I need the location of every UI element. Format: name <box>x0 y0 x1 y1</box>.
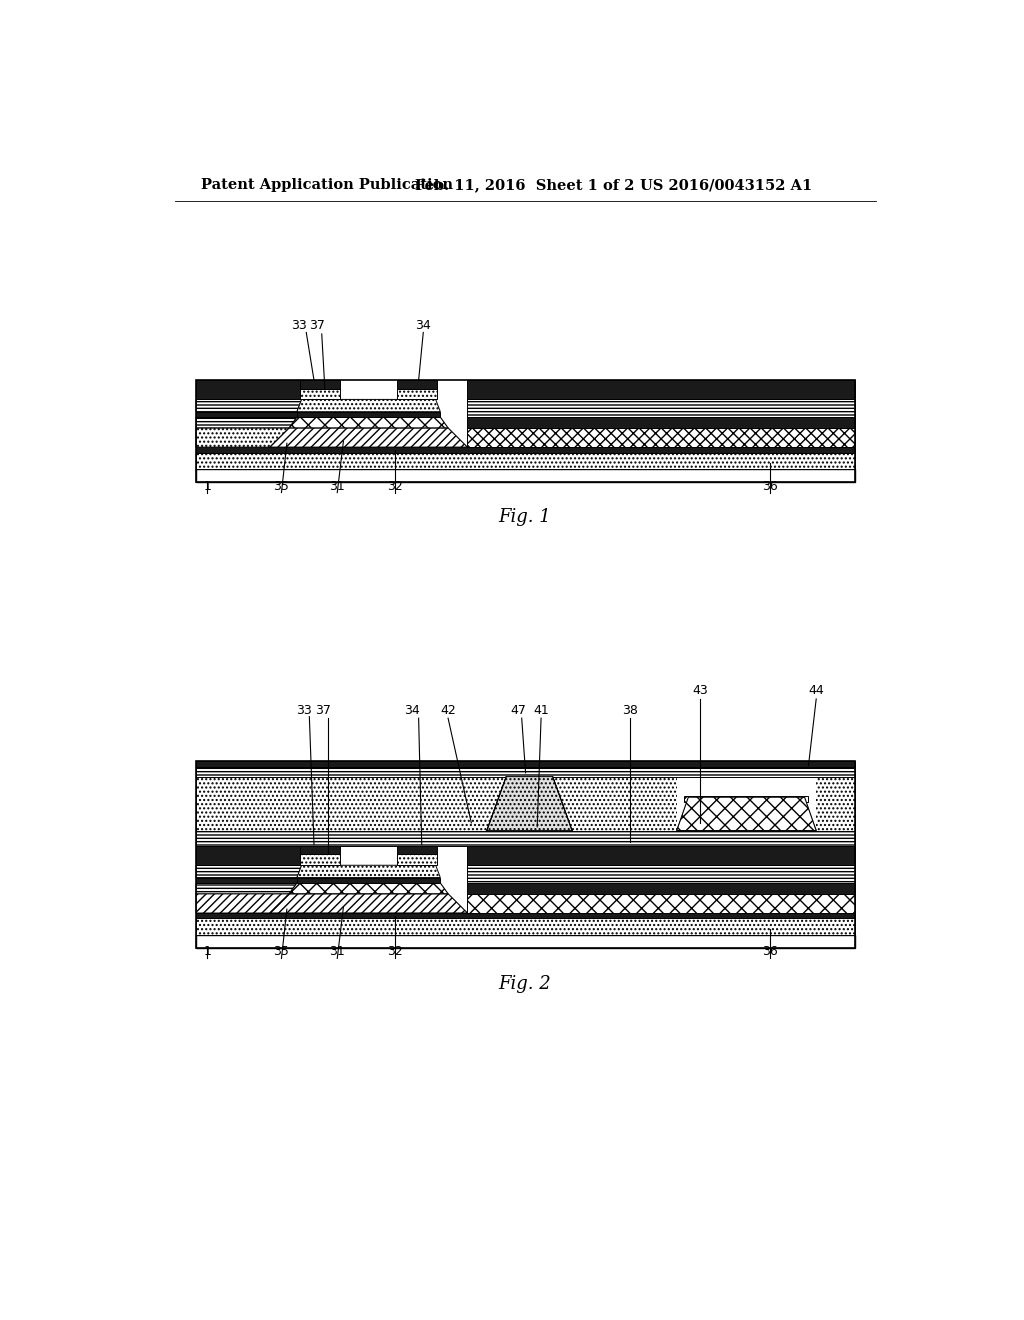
Polygon shape <box>289 417 449 428</box>
Polygon shape <box>467 428 855 447</box>
Polygon shape <box>297 400 440 412</box>
Polygon shape <box>197 883 297 894</box>
Text: 34: 34 <box>404 704 420 717</box>
Bar <box>300 846 340 854</box>
Text: Patent Application Publication: Patent Application Publication <box>201 178 453 193</box>
Polygon shape <box>197 428 289 447</box>
Text: 43: 43 <box>692 684 708 697</box>
Text: 1: 1 <box>204 945 212 958</box>
Text: 42: 42 <box>440 704 456 717</box>
Text: 35: 35 <box>273 945 290 958</box>
Text: 33: 33 <box>291 319 306 333</box>
Bar <box>197 776 855 830</box>
Polygon shape <box>467 866 855 883</box>
Text: 44: 44 <box>808 684 824 697</box>
Polygon shape <box>289 883 449 894</box>
Polygon shape <box>467 883 855 894</box>
Text: 38: 38 <box>623 704 638 717</box>
Text: Fig. 1: Fig. 1 <box>499 508 551 525</box>
Text: 37: 37 <box>315 704 331 717</box>
Polygon shape <box>467 846 855 866</box>
Polygon shape <box>197 417 297 428</box>
Polygon shape <box>270 894 467 913</box>
Bar <box>397 388 437 400</box>
Polygon shape <box>297 878 440 883</box>
Bar <box>197 913 855 919</box>
Bar <box>300 388 340 400</box>
Bar <box>197 447 855 453</box>
Polygon shape <box>467 417 855 428</box>
Text: 37: 37 <box>309 319 325 333</box>
Polygon shape <box>677 797 816 830</box>
Text: 31: 31 <box>330 945 345 958</box>
Text: 31: 31 <box>330 479 345 492</box>
Polygon shape <box>197 400 302 412</box>
Bar <box>197 762 855 767</box>
Text: 34: 34 <box>416 319 431 333</box>
Polygon shape <box>467 380 855 400</box>
Bar <box>684 796 809 803</box>
Polygon shape <box>197 866 302 878</box>
Text: 32: 32 <box>387 479 403 492</box>
Polygon shape <box>197 380 302 400</box>
Polygon shape <box>467 894 855 913</box>
Polygon shape <box>197 878 297 883</box>
Bar <box>397 846 437 854</box>
Polygon shape <box>677 776 816 830</box>
Polygon shape <box>297 866 440 878</box>
Bar <box>197 767 855 776</box>
Text: 41: 41 <box>534 704 549 717</box>
Bar <box>197 470 855 482</box>
Text: 32: 32 <box>387 945 403 958</box>
Polygon shape <box>197 428 289 447</box>
Polygon shape <box>486 776 572 830</box>
Bar <box>197 919 855 936</box>
Polygon shape <box>270 428 467 447</box>
Bar <box>197 762 855 948</box>
Polygon shape <box>486 776 572 830</box>
Text: 1: 1 <box>204 479 212 492</box>
Text: 36: 36 <box>762 945 777 958</box>
Text: 35: 35 <box>273 479 290 492</box>
Bar <box>197 830 855 846</box>
Bar <box>300 854 340 866</box>
Text: Feb. 11, 2016  Sheet 1 of 2: Feb. 11, 2016 Sheet 1 of 2 <box>415 178 634 193</box>
Bar <box>197 453 855 470</box>
Polygon shape <box>677 803 816 830</box>
Polygon shape <box>197 894 289 913</box>
Bar <box>397 854 437 866</box>
Polygon shape <box>297 412 440 417</box>
Bar <box>197 380 855 482</box>
Text: 33: 33 <box>296 704 311 717</box>
Text: Fig. 2: Fig. 2 <box>499 975 551 994</box>
Text: 36: 36 <box>762 479 777 492</box>
Bar <box>197 936 855 948</box>
Polygon shape <box>197 412 297 417</box>
Bar <box>397 380 437 388</box>
Polygon shape <box>467 400 855 417</box>
Bar <box>300 380 340 388</box>
Text: 47: 47 <box>510 704 525 717</box>
Text: US 2016/0043152 A1: US 2016/0043152 A1 <box>640 178 812 193</box>
Polygon shape <box>197 846 302 866</box>
